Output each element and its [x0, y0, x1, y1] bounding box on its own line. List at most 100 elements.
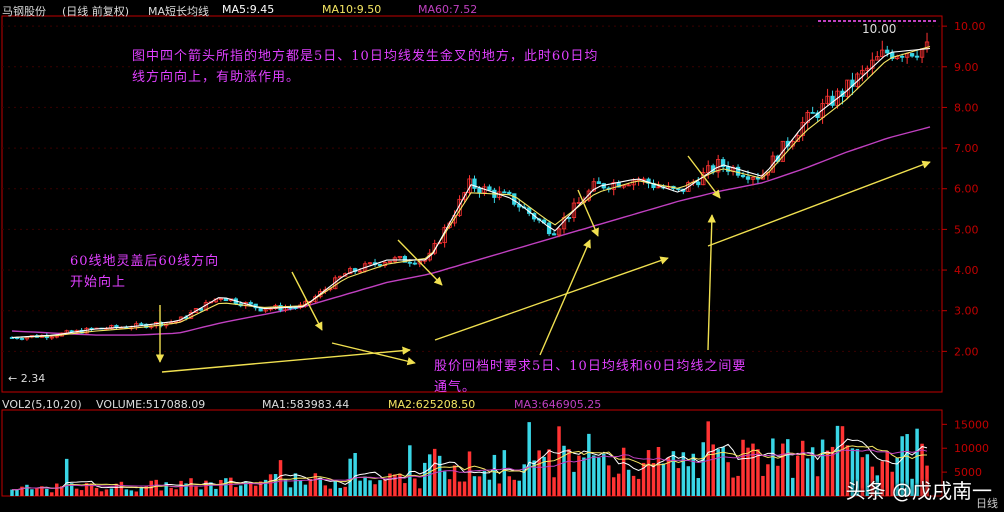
ma-lines [11, 20, 938, 339]
volume-bar [472, 476, 477, 496]
candle-body [19, 338, 25, 340]
volume-bar [795, 455, 800, 496]
candle-body [348, 268, 353, 275]
candle-body [556, 228, 562, 236]
axis-tick-label: 5.00 [954, 223, 979, 236]
ma5-readout: MA5:9.45 [222, 3, 275, 16]
stock-name: 马钢股份 [2, 5, 46, 18]
annotation-arrow [577, 189, 599, 237]
volume-axis-tick-label: 10000 [954, 442, 989, 455]
volume-bar [383, 479, 387, 496]
volume-bar [179, 480, 183, 496]
volume-bar [855, 448, 860, 496]
volume-bar [626, 469, 631, 496]
volume-bar [248, 483, 253, 496]
candle-body [512, 193, 517, 205]
candle-body [875, 56, 880, 61]
volume-bar [298, 480, 303, 496]
volume-bar [358, 480, 362, 496]
annotation-arrow [707, 160, 931, 247]
candle-body [551, 233, 557, 236]
volume-bar [497, 483, 502, 496]
volume-bar [293, 473, 298, 496]
volume-bar [457, 481, 462, 496]
annotation-bottom: 股价回档时要求5日、10日均线和60日均线之间要通气。 [434, 359, 747, 395]
volume-bar [229, 477, 233, 496]
volume-bar [761, 475, 765, 496]
volume-bar [557, 426, 561, 496]
candle-body [770, 155, 776, 173]
annotation-arrow [331, 342, 416, 366]
candle-body [139, 323, 144, 326]
volume-bar [552, 477, 556, 496]
volume-bar [119, 481, 124, 496]
ma60-line-path [11, 126, 931, 336]
volume-bar [607, 465, 611, 496]
volume-bar [378, 480, 382, 496]
volume-readout: VOLUME:517088.09 [96, 398, 206, 411]
volume-bar [149, 480, 153, 496]
candle-body [740, 174, 746, 178]
period-label: 日线 [976, 497, 998, 510]
candle-body [507, 191, 512, 195]
volume-bar [691, 453, 696, 496]
volume-bar [721, 447, 725, 496]
volume-bar [771, 438, 775, 496]
candle-body [487, 186, 492, 191]
annotation-arrows [155, 155, 931, 373]
volume-bar [59, 486, 64, 496]
volume-bar [323, 485, 328, 496]
volume-bar [114, 483, 119, 496]
axis-tick-label: 6.00 [954, 183, 979, 196]
annotation-arrow [397, 239, 443, 286]
candle-body [676, 188, 681, 191]
volume-bar [164, 482, 168, 496]
volume-bar [582, 457, 586, 496]
annotation-arrow [434, 256, 669, 341]
volume-bar [850, 448, 855, 496]
volume-axis-tick-label: 5000 [954, 466, 982, 479]
axis-tick-label: 9.00 [954, 61, 979, 74]
volume-bar [338, 487, 342, 496]
volume-bar [651, 462, 656, 496]
candle-body [805, 112, 810, 123]
volume-bar [283, 479, 288, 496]
volume-bar [517, 480, 521, 496]
volume-bar [154, 479, 158, 496]
volume-bar [418, 488, 422, 496]
volume-ma-line [11, 449, 928, 491]
high-price-label: 10.00 [862, 22, 897, 36]
volume-bar [815, 476, 820, 496]
volume-bar [711, 444, 715, 496]
candle-body [387, 260, 393, 263]
volume-bar [636, 478, 641, 496]
candle-body [706, 165, 711, 173]
candle-body [885, 49, 890, 54]
volume-bar [532, 460, 536, 496]
volume-bar [621, 447, 626, 496]
volume-bar [224, 478, 228, 496]
volume-bar [890, 471, 894, 496]
volume-bar [303, 484, 308, 496]
candle-body [810, 112, 815, 114]
candle-body [472, 178, 477, 189]
volume-bar [820, 439, 825, 496]
volume-bar [537, 450, 541, 496]
candle-body [626, 184, 631, 187]
candle-body [656, 186, 661, 189]
volume-bar [20, 486, 24, 496]
volume-bar [219, 479, 223, 496]
volume-bar [477, 476, 482, 496]
volume-bar [726, 462, 730, 496]
candle-body [909, 53, 915, 57]
volume-bar [656, 446, 661, 496]
volume-ma-line [11, 445, 927, 491]
volume-bar [104, 489, 109, 496]
volume-bar [243, 481, 248, 496]
volume-axis-tick-label: 15000 [954, 418, 989, 431]
ma60-readout: MA60:7.52 [418, 3, 478, 16]
volume-bar [611, 477, 616, 496]
axis-tick-label: 7.00 [954, 142, 979, 155]
volume-bar [781, 443, 785, 496]
volume-bar [239, 485, 243, 496]
